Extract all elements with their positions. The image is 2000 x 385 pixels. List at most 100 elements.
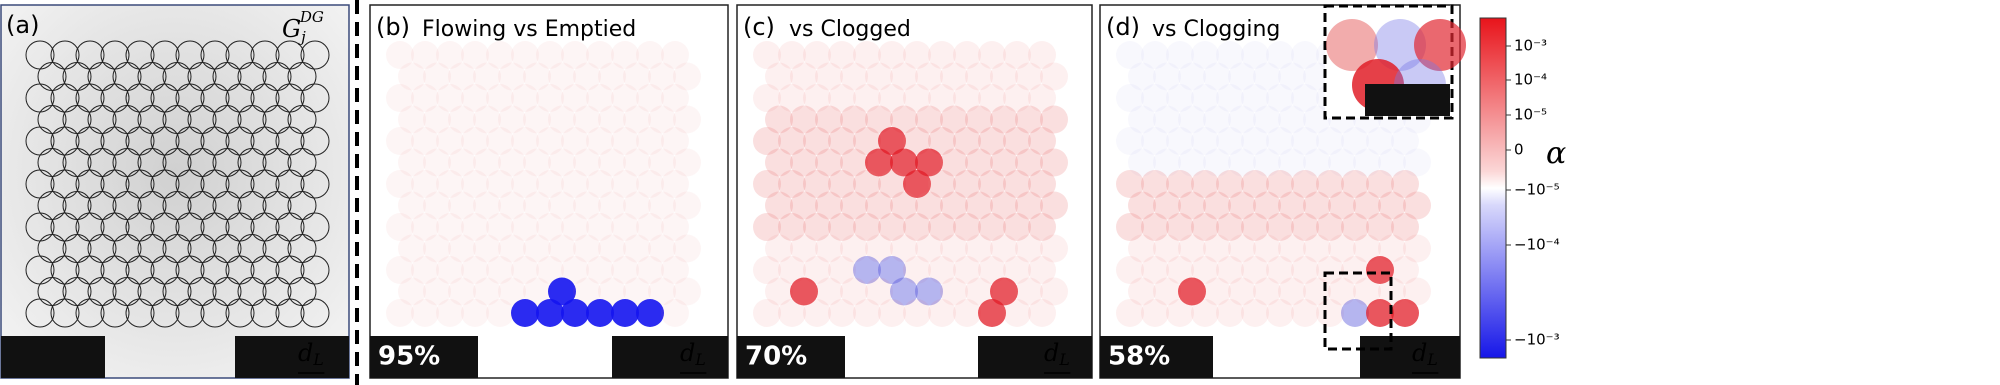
- colorbar-tick-label: 10⁻⁵: [1514, 106, 1547, 124]
- particle: [1003, 127, 1031, 155]
- particle: [536, 84, 564, 112]
- particle: [1141, 299, 1169, 327]
- particle: [661, 170, 689, 198]
- particle: [903, 299, 931, 327]
- particle: [1266, 213, 1294, 241]
- particle: [1291, 127, 1319, 155]
- particle: [903, 127, 931, 155]
- particle: [828, 299, 856, 327]
- particle: [853, 84, 881, 112]
- particle: [536, 170, 564, 198]
- particle: [1028, 41, 1056, 69]
- particle: [1003, 84, 1031, 112]
- particle: [1166, 256, 1194, 284]
- particle: [300, 298, 330, 328]
- symbol-sup: DG: [299, 8, 324, 26]
- particle: [1040, 62, 1068, 91]
- particle: [1191, 170, 1219, 198]
- particle: [978, 299, 1006, 327]
- particle: [1403, 191, 1431, 220]
- particle: [815, 105, 843, 134]
- particle: [598, 234, 626, 263]
- particle: [1128, 148, 1156, 177]
- particle: [586, 84, 614, 112]
- particle: [965, 148, 993, 177]
- wall: [1100, 336, 1213, 378]
- particle: [473, 62, 501, 91]
- particle: [661, 41, 689, 69]
- particle: [765, 105, 793, 134]
- particle: [200, 298, 230, 328]
- particle: [300, 169, 330, 199]
- particle: [636, 41, 664, 69]
- particle: [461, 41, 489, 69]
- colorbar: [1479, 17, 1507, 359]
- particle: [928, 299, 956, 327]
- particle: [753, 170, 781, 198]
- particle: [423, 234, 451, 263]
- inset-particle: [1374, 19, 1426, 71]
- particle: [1015, 62, 1043, 91]
- colorbar-tick-label: −10⁻⁴: [1514, 236, 1560, 254]
- particle: [928, 84, 956, 112]
- particle: [548, 234, 576, 263]
- particle: [1328, 234, 1356, 263]
- particle: [990, 105, 1018, 134]
- particle: [1116, 299, 1144, 327]
- particle: [853, 299, 881, 327]
- particle: [75, 298, 105, 328]
- particle: [661, 256, 689, 284]
- particle: [1128, 277, 1156, 306]
- particle: [461, 213, 489, 241]
- panel-title: vs Clogged: [789, 17, 911, 42]
- particle: [965, 277, 993, 306]
- particle: [636, 170, 664, 198]
- particle: [1003, 299, 1031, 327]
- particle: [523, 148, 551, 177]
- particle: [840, 234, 868, 263]
- particle: [225, 298, 255, 328]
- particle: [1153, 191, 1181, 220]
- particle: [978, 170, 1006, 198]
- particle: [386, 84, 414, 112]
- particle: [828, 213, 856, 241]
- particle: [561, 213, 589, 241]
- particle: [890, 191, 918, 220]
- particle: [511, 41, 539, 69]
- particle: [661, 127, 689, 155]
- particle: [978, 41, 1006, 69]
- particle: [1403, 234, 1431, 263]
- particle: [548, 277, 576, 306]
- particle: [815, 62, 843, 91]
- particle: [498, 105, 526, 134]
- particle: [1278, 62, 1306, 91]
- particle: [586, 127, 614, 155]
- particle: [498, 148, 526, 177]
- particle: [1003, 170, 1031, 198]
- particle: [1291, 256, 1319, 284]
- particle: [940, 191, 968, 220]
- particle: [1341, 213, 1369, 241]
- particle: [753, 256, 781, 284]
- particle: [865, 191, 893, 220]
- particle: [511, 170, 539, 198]
- particle: [790, 234, 818, 263]
- particle: [1116, 213, 1144, 241]
- particle: [536, 256, 564, 284]
- particle: [1216, 299, 1244, 327]
- particle: [1391, 213, 1419, 241]
- particle: [1015, 148, 1043, 177]
- particle: [1241, 41, 1269, 69]
- particle: [511, 299, 539, 327]
- particle: [828, 256, 856, 284]
- particle: [903, 213, 931, 241]
- particle: [1191, 127, 1219, 155]
- particle: [778, 213, 806, 241]
- particle: [778, 170, 806, 198]
- particle: [765, 234, 793, 263]
- particle: [175, 298, 205, 328]
- particle: [523, 277, 551, 306]
- particle: [611, 256, 639, 284]
- particle: [1266, 170, 1294, 198]
- particle: [1378, 234, 1406, 263]
